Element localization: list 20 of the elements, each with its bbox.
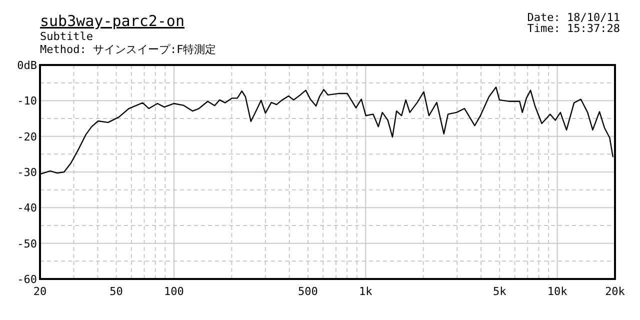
y-tick-label: 0dB (17, 59, 38, 72)
x-tick-label: 50 (110, 285, 123, 298)
x-tick-label: 10k (547, 285, 568, 298)
chart-title: sub3way-parc2-on (40, 12, 184, 30)
x-tick-label: 20 (33, 285, 47, 298)
y-tick-label: -60 (17, 273, 37, 286)
y-tick-label: -30 (17, 166, 37, 179)
x-tick-label: 500 (298, 285, 318, 298)
y-tick-label: -50 (17, 237, 37, 250)
text: Time: 15:37:28 (527, 22, 620, 35)
x-tick-label: 5k (492, 285, 507, 298)
y-tick-label: -40 (17, 202, 37, 215)
x-tick-label: 20k (605, 285, 626, 298)
text: Method: サインスイープ:F特測定 (40, 43, 216, 56)
chart-subtitle: Subtitle (40, 30, 93, 43)
y-tick-label: -10 (17, 94, 37, 108)
x-tick-label: 100 (164, 285, 184, 298)
text: Date: 18/10/11 (527, 11, 620, 24)
y-tick-label: -20 (17, 130, 37, 144)
x-tick-label: 1k (359, 285, 373, 298)
